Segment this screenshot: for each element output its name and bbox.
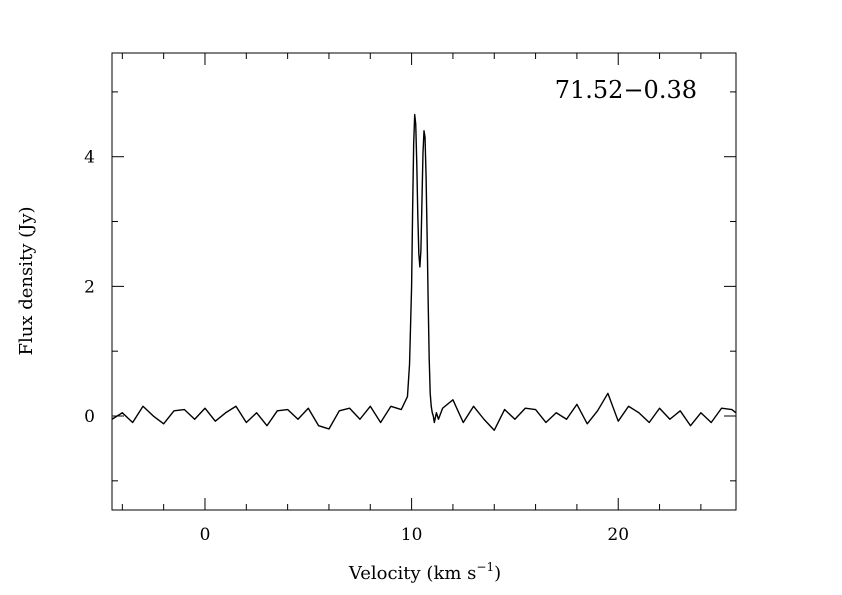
x-axis-label-superscript: −1 (476, 560, 494, 574)
x-axis-ticks: 0 10 20 (200, 53, 629, 545)
y-axis-ticks: 0 2 4 (84, 148, 736, 427)
y-tick-label: 0 (84, 407, 95, 427)
y-tick-label: 4 (84, 148, 95, 168)
spectrum-line (111, 113, 737, 431)
x-tick-label: 10 (401, 525, 423, 545)
y-axis-label: Flux density (Jy) (16, 206, 37, 355)
x-tick-label: 0 (200, 525, 211, 545)
x-axis-label-close: ) (494, 563, 501, 584)
plot-frame (111, 52, 737, 511)
x-tick-label: 20 (607, 525, 629, 545)
y-tick-label: 2 (84, 277, 95, 297)
source-label: 71.52−0.38 (555, 76, 697, 104)
minor-ticks (112, 53, 736, 510)
x-axis-label: Velocity (km s−1) (348, 560, 501, 584)
x-axis-label-text: Velocity (km s (348, 563, 477, 584)
